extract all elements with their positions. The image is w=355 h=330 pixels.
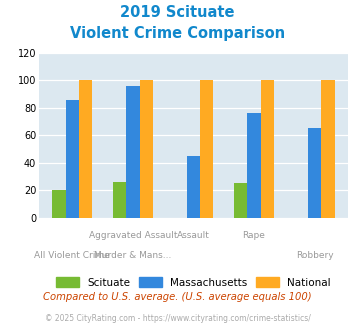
Text: All Violent Crime: All Violent Crime [34,251,110,260]
Bar [79,80,92,218]
Bar [321,80,334,218]
Bar [261,80,274,218]
Bar [126,86,140,218]
Bar [187,156,200,218]
Text: 2019 Scituate: 2019 Scituate [120,5,235,20]
Text: © 2025 CityRating.com - https://www.cityrating.com/crime-statistics/: © 2025 CityRating.com - https://www.city… [45,314,310,323]
Text: Assault: Assault [177,231,210,240]
Bar [66,100,79,218]
Bar [140,80,153,218]
Text: Murder & Mans...: Murder & Mans... [94,251,171,260]
Bar [308,128,321,218]
Text: Violent Crime Comparison: Violent Crime Comparison [70,26,285,41]
Bar [234,183,247,218]
Bar [200,80,213,218]
Text: Aggravated Assault: Aggravated Assault [89,231,177,240]
Text: Robbery: Robbery [296,251,333,260]
Bar [53,190,66,218]
Legend: Scituate, Massachusetts, National: Scituate, Massachusetts, National [52,273,335,292]
Text: Rape: Rape [242,231,266,240]
Bar [113,182,126,218]
Bar [247,113,261,218]
Text: Compared to U.S. average. (U.S. average equals 100): Compared to U.S. average. (U.S. average … [43,292,312,302]
